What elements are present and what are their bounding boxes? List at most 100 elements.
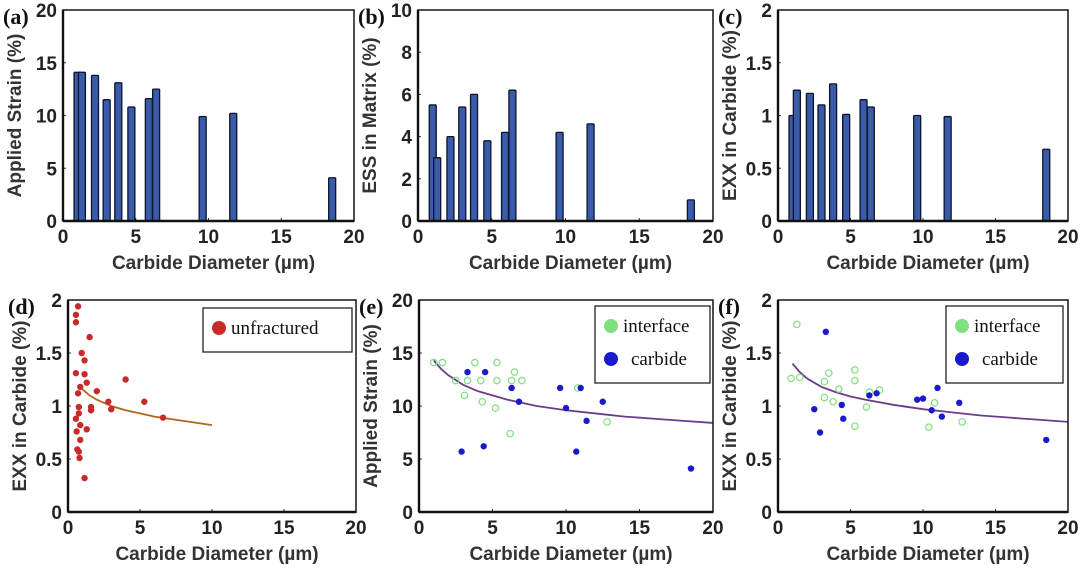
bar (866, 106, 875, 222)
panel-b: (b) 0 5 10 15 20 0 2 4 6 8 10 Carbide Diameter (µm) E… (358, 1, 724, 274)
data-point-carbide (866, 392, 873, 399)
bar (144, 97, 153, 222)
y-tick-label: 0 (761, 212, 772, 233)
bar (151, 88, 161, 222)
data-point-interface (463, 376, 472, 385)
data-point-carbide (480, 443, 487, 450)
y-tick-label: 8 (401, 43, 412, 64)
bar (508, 89, 517, 222)
data-point-unfractured (74, 390, 82, 397)
y-tick-label: 1.5 (36, 344, 63, 365)
x-tick-label: 15 (629, 518, 651, 539)
y-axis-label: Applied Strain (%) (5, 34, 26, 198)
legend-label: carbide (631, 349, 687, 370)
y-tick-label: 0.5 (746, 159, 773, 180)
x-axis-label: Carbide Diameter (µm) (115, 544, 318, 565)
data-point-carbide (508, 384, 515, 392)
x-tick-label: 20 (343, 227, 364, 248)
data-point-carbide (481, 368, 489, 376)
x-tick-label: 10 (201, 518, 222, 539)
data-point-interface (930, 399, 939, 407)
x-tick-label: 5 (845, 227, 856, 248)
data-point-carbide (458, 448, 465, 455)
data-point-unfractured (93, 387, 101, 395)
data-point-unfractured (75, 448, 83, 455)
data-point-interface (603, 418, 611, 426)
data-point-carbide (556, 384, 564, 392)
data-point-interface (507, 376, 516, 385)
data-point-carbide (838, 401, 845, 409)
data-point-interface (851, 376, 859, 385)
x-tick-label: 10 (555, 227, 576, 248)
data-point-unfractured (77, 421, 84, 429)
x-tick-label: 15 (985, 227, 1007, 248)
x-tick-label: 0 (414, 518, 425, 539)
x-axis-label: Carbide Diameter (µm) (826, 544, 1029, 565)
y-tick-label: 2 (401, 170, 412, 191)
data-point-interface (829, 397, 837, 406)
data-point-interface (438, 358, 447, 367)
data-point-interface (510, 368, 519, 376)
bar (90, 74, 100, 222)
y-tick-label: 0 (46, 212, 57, 233)
data-point-carbide (599, 398, 606, 405)
legend-marker-unfractured (212, 321, 226, 335)
data-point-interface (924, 423, 933, 432)
x-axis-label: Carbide Diameter (µm) (826, 253, 1029, 274)
data-point-unfractured (87, 407, 95, 414)
legend-marker-interface (955, 319, 969, 333)
panel-e: (e) 0 5 10 15 20 0 5 10 15 20 Carbide Diameter (µm)… (359, 291, 724, 565)
data-point-unfractured (74, 303, 82, 310)
data-point-interface (518, 376, 526, 385)
y-tick-label: 5 (402, 450, 413, 471)
data-point-unfractured (72, 369, 80, 377)
legend-box (594, 305, 711, 384)
legend-box (202, 307, 353, 353)
data-point-unfractured (72, 319, 80, 326)
data-point-interface (787, 374, 795, 383)
y-axis-label: ESS in Matrix (%) (360, 37, 381, 193)
x-tick-label: 20 (1057, 227, 1078, 248)
data-point-interface (824, 369, 833, 377)
panel-label: (f) (718, 294, 740, 319)
x-tick-label: 20 (702, 518, 723, 539)
legend-marker-carbide (955, 352, 969, 366)
data-point-interface (493, 376, 501, 385)
y-tick-label: 10 (391, 1, 412, 22)
y-tick-label: 2 (761, 291, 772, 312)
data-point-unfractured (81, 474, 88, 482)
bar (127, 106, 136, 222)
data-point-carbide (873, 390, 880, 397)
data-point-carbide (562, 404, 570, 412)
y-tick-label: 10 (36, 107, 57, 128)
data-point-interface (795, 373, 804, 382)
x-tick-label: 15 (985, 518, 1007, 539)
bar (859, 99, 868, 222)
bar (77, 71, 87, 222)
bar (943, 115, 952, 222)
panel-a: (a) 0 5 10 15 20 0 5 10 15 20 Carbide Diameter (µm)… (3, 1, 365, 274)
legend-marker-interface (604, 319, 618, 333)
data-point-unfractured (77, 383, 84, 391)
bar (483, 140, 492, 222)
x-tick-label: 10 (912, 227, 933, 248)
y-tick-label: 0.5 (746, 450, 773, 471)
x-tick-label: 5 (130, 227, 141, 248)
x-tick-label: 20 (1057, 518, 1078, 539)
panel-d: (d) 0 5 10 15 20 0 0.5 1 1.5 2 Carbide Diameter (µm… (8, 291, 367, 565)
x-tick-label: 20 (345, 518, 366, 539)
bar (469, 93, 479, 222)
y-tick-label: 1 (761, 107, 772, 128)
data-point-interface (835, 385, 843, 393)
data-point-carbide (1043, 436, 1050, 444)
legend-label: unfractured (231, 318, 319, 339)
x-tick-label: 10 (198, 227, 219, 248)
x-tick-label: 5 (135, 518, 146, 539)
y-tick-label: 0 (51, 503, 62, 524)
x-tick-label: 0 (413, 227, 424, 248)
data-point-interface (451, 376, 460, 385)
x-tick-label: 0 (773, 518, 784, 539)
x-tick-label: 10 (912, 518, 933, 539)
data-point-unfractured (108, 405, 115, 413)
x-tick-label: 10 (555, 518, 576, 539)
